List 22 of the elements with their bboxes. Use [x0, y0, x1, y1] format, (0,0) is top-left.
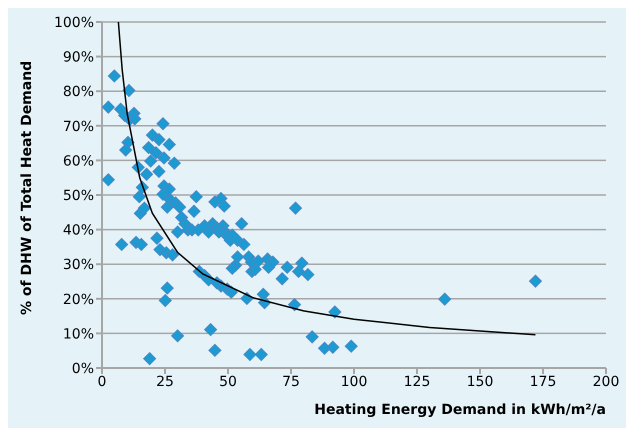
x-tick-label: 75	[282, 374, 300, 390]
y-tick-label: 60%	[62, 153, 94, 170]
x-tick-label: 0	[98, 374, 106, 390]
y-tick-label: 20%	[62, 292, 94, 308]
y-tick-label: 80%	[62, 84, 94, 100]
x-tick-label: 200	[592, 374, 620, 390]
y-tick-label: 0%	[72, 360, 94, 377]
x-tick-label: 150	[466, 374, 494, 390]
y-tick-label: 100%	[54, 14, 94, 31]
y-tick-label: 40%	[62, 222, 94, 239]
y-tick-label: 50%	[62, 188, 94, 204]
x-tick-label: 25	[156, 374, 174, 390]
y-tick-label: 70%	[62, 118, 94, 135]
x-tick-label: 100	[340, 374, 368, 390]
x-tick-label: 175	[530, 374, 556, 390]
y-tick-label: 90%	[62, 50, 94, 66]
x-tick-label: 125	[404, 374, 430, 390]
y-axis-title: % of DHW of Total Heat Demand	[18, 60, 35, 315]
x-axis-title: Heating Energy Demand in kWh/m²/a	[314, 402, 606, 418]
x-tick-label: 50	[219, 374, 237, 390]
y-tick-label: 10%	[62, 326, 94, 342]
y-tick-label: 30%	[62, 257, 94, 274]
